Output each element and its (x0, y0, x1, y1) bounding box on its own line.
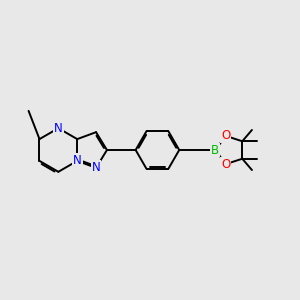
Text: N: N (73, 154, 82, 167)
Text: O: O (221, 129, 230, 142)
Text: N: N (92, 161, 100, 174)
Text: B: B (211, 143, 220, 157)
Text: N: N (54, 122, 63, 135)
Text: O: O (221, 158, 230, 171)
